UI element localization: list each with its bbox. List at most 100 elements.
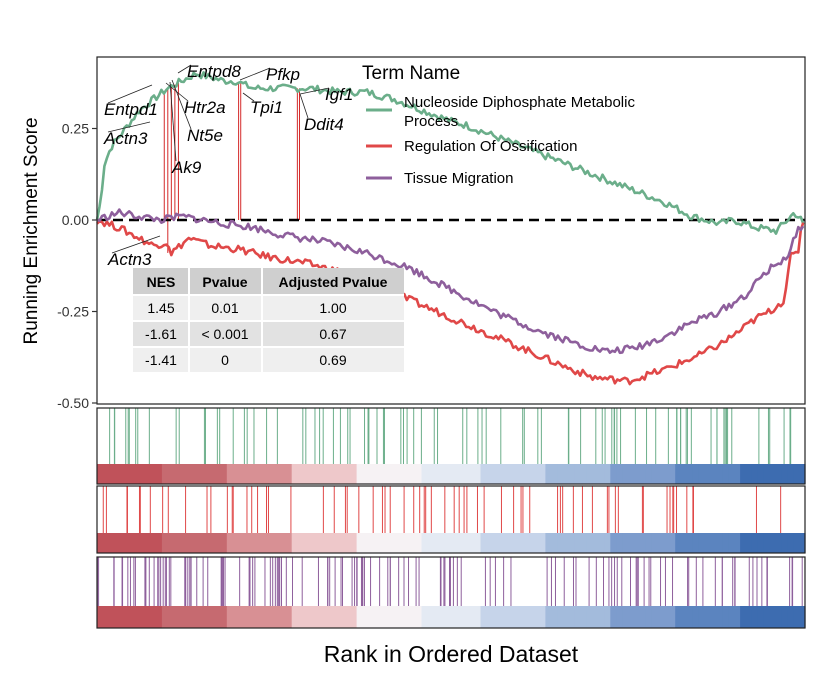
heat-cell — [763, 464, 771, 484]
legend-entry-1-line2: Process — [404, 113, 458, 130]
heat-cell — [279, 464, 287, 484]
heat-cell — [279, 606, 287, 628]
heat-cell — [574, 533, 582, 553]
heat-cell — [333, 464, 340, 484]
rank-panel-border — [96, 407, 806, 485]
legend: Term Name Nucleoside Diphosphate Metabol… — [362, 63, 635, 187]
heat-cell — [415, 464, 423, 484]
heat-cell — [704, 464, 712, 484]
heat-cell — [102, 606, 110, 628]
heat-cell — [616, 533, 623, 553]
heat-cell — [569, 464, 576, 484]
heat-cell — [356, 606, 364, 628]
heat-cell — [551, 606, 558, 628]
heat-cell — [757, 464, 765, 484]
gene-label-pointer — [111, 235, 161, 254]
heat-cell — [185, 464, 192, 484]
heat-cell — [728, 606, 735, 628]
heat-cell — [368, 464, 375, 484]
heat-cell — [285, 533, 293, 553]
heat-cell — [161, 464, 169, 484]
heat-cell — [362, 464, 369, 484]
heat-cell — [710, 533, 718, 553]
heat-cell — [191, 533, 198, 553]
heat-cell — [173, 606, 181, 628]
heat-cell — [268, 464, 275, 484]
heat-cell — [728, 533, 735, 553]
table-cell: 0.67 — [319, 326, 346, 342]
heat-cell — [657, 464, 664, 484]
heat-cell — [722, 533, 729, 553]
heat-cell — [350, 533, 358, 553]
heat-cell — [504, 533, 511, 553]
heat-cell — [492, 606, 499, 628]
heat-cell — [710, 606, 718, 628]
heat-cell — [138, 464, 145, 484]
heat-cell — [380, 464, 387, 484]
heat-cell — [327, 606, 334, 628]
heat-cell — [362, 606, 369, 628]
heat-cell — [740, 533, 747, 553]
heat-cell — [704, 606, 712, 628]
gene-label-pointer — [107, 121, 151, 133]
gene-label-layer: Entpd8 Pfkp Igf1 Entpd1 Htr2a Tpi1 Actn3 Nt5e Dd… — [103, 62, 353, 269]
main-panel-border — [96, 56, 806, 405]
heat-cell — [515, 464, 523, 484]
heat-cell — [97, 533, 104, 553]
table-cell: 1.00 — [319, 300, 346, 316]
heat-cell — [327, 533, 334, 553]
heat-cell — [126, 606, 133, 628]
heat-cell — [468, 606, 476, 628]
heat-cell — [681, 533, 688, 553]
heat-cell — [427, 533, 434, 553]
heat-cell — [126, 464, 133, 484]
heat-cell — [633, 606, 641, 628]
heat-cell — [97, 464, 104, 484]
heat-cell — [238, 606, 246, 628]
heat-cell — [751, 464, 759, 484]
heat-cell — [645, 464, 653, 484]
y-axis-ticks: 0.25 0.00 -0.25 -0.50 — [57, 121, 97, 411]
table-cell: < 0.001 — [201, 326, 248, 342]
heat-cell — [120, 533, 128, 553]
heat-cell — [504, 464, 511, 484]
gene-label: Pfkp — [266, 65, 300, 84]
heat-cell — [215, 533, 222, 553]
heat-cell — [580, 606, 588, 628]
rank-panel-border — [96, 556, 806, 629]
heat-cell — [663, 464, 670, 484]
heat-cell — [462, 606, 470, 628]
heat-cell — [486, 533, 493, 553]
table-cell: -1.41 — [145, 352, 177, 368]
heat-cell — [622, 464, 629, 484]
heat-cell — [498, 606, 505, 628]
heat-cell — [604, 606, 611, 628]
heat-cell — [179, 464, 187, 484]
y-tick-label: 0.00 — [62, 212, 89, 228]
heat-cell — [439, 464, 446, 484]
heat-cell — [492, 533, 499, 553]
heat-cell — [787, 606, 794, 628]
heat-cell — [551, 533, 558, 553]
gene-label: Entpd1 — [104, 100, 158, 119]
heat-cell — [769, 533, 777, 553]
heat-cell — [451, 533, 458, 553]
heat-cell — [321, 533, 328, 553]
heat-cell — [498, 464, 505, 484]
heat-cell — [716, 533, 723, 553]
heat-cell — [250, 464, 257, 484]
heat-cell — [374, 606, 381, 628]
heat-cell — [309, 464, 316, 484]
heat-cell — [545, 464, 552, 484]
gene-label: Nt5e — [187, 126, 223, 145]
gene-label-pointer — [239, 67, 271, 81]
heat-cell — [397, 533, 405, 553]
heat-cell — [338, 606, 346, 628]
heat-cell — [108, 533, 116, 553]
heat-cell — [474, 464, 482, 484]
heat-cell — [427, 606, 434, 628]
heat-cell — [498, 533, 505, 553]
heat-cell — [468, 464, 476, 484]
heat-cell — [787, 464, 794, 484]
heat-cell — [598, 464, 605, 484]
